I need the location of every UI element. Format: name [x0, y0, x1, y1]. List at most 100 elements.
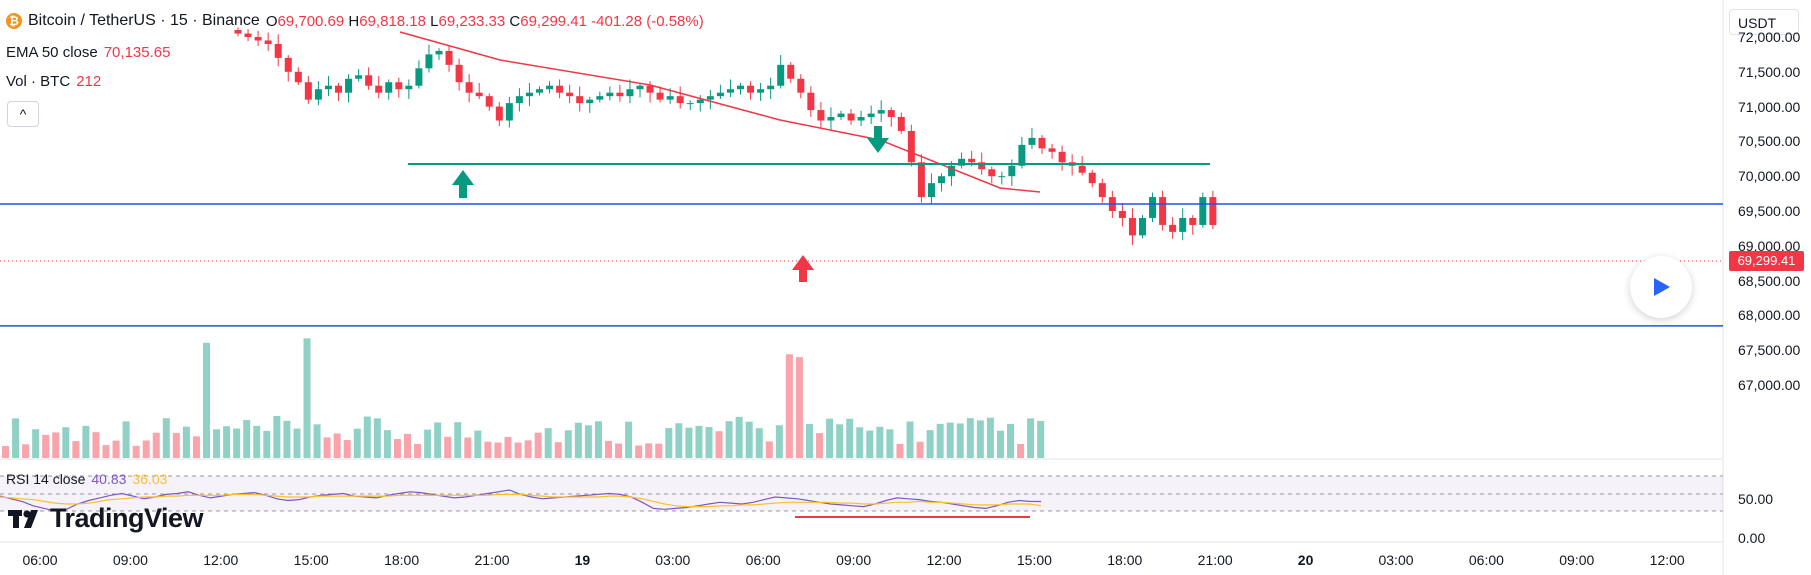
candle-body [536, 89, 543, 93]
time-axis-label: 15:00 [293, 552, 329, 568]
rsi-label: RSI 14 close [6, 471, 86, 487]
volume-bar [12, 418, 20, 458]
candle-body [254, 37, 262, 41]
volume-value: 212 [76, 73, 102, 90]
volume-bar [404, 433, 411, 458]
candle-body [797, 78, 805, 93]
volume-bar [695, 425, 703, 458]
volume-bar [303, 338, 311, 458]
tradingview-logo[interactable]: TradingView [8, 503, 204, 534]
volume-bar [735, 416, 743, 458]
volume-bar [72, 441, 80, 458]
volume-bar [574, 422, 582, 458]
candle-body [666, 96, 674, 100]
volume-bar [514, 442, 522, 458]
volume-bar [494, 442, 502, 458]
volume-bar [414, 444, 422, 458]
price-axis-label: 71,000.00 [1738, 98, 1801, 115]
price-axis-label: 67,500.00 [1738, 342, 1801, 359]
price-axis-label: 71,500.00 [1738, 63, 1801, 80]
volume-bar [353, 428, 361, 458]
volume-bar [705, 427, 713, 458]
candle-body [405, 85, 413, 90]
candle-body [716, 92, 724, 97]
candle-body [616, 92, 624, 97]
candle-body [837, 113, 845, 118]
time-axis-label: 09:00 [836, 552, 872, 568]
price-axis-label: 70,000.00 [1738, 168, 1801, 185]
volume-bar [715, 431, 723, 458]
candle-body [1098, 183, 1106, 198]
volume-bar [655, 443, 663, 458]
candle-body [274, 43, 282, 58]
candle-body [1199, 197, 1207, 225]
volume-bar [323, 437, 331, 458]
volume-bar [42, 434, 50, 458]
volume-bar [966, 418, 974, 458]
open-value: 69,700.69 [277, 12, 345, 30]
volume-bar [474, 430, 482, 458]
volume-bars [2, 338, 1045, 458]
symbol-title[interactable]: Bitcoin / TetherUS · 15 · Binance [28, 12, 260, 29]
candle-body [455, 64, 463, 83]
overlays [0, 31, 1723, 327]
rsi-axis-label: 50.00 [1738, 491, 1774, 507]
ohlc-values: O69,700.69 H69,818.18 L69,233.33 C69,299… [265, 12, 704, 30]
symbol-legend[interactable]: ₿ Bitcoin / TetherUS · 15 · Binance O69,… [6, 12, 704, 30]
candle-body [355, 75, 363, 79]
volume-bar [544, 428, 552, 458]
time-axis-label: 09:00 [1559, 552, 1595, 568]
collapse-legend-button[interactable]: ^ [7, 101, 39, 127]
volume-bar [594, 421, 602, 458]
candle-body [726, 89, 734, 93]
volume-bar [675, 423, 683, 458]
candle-body [867, 113, 875, 118]
volume-bar [836, 424, 844, 458]
candle-body [737, 85, 744, 90]
price-axis-label: 69,000.00 [1738, 237, 1801, 254]
candle-body [706, 96, 714, 100]
candle-body [304, 82, 312, 100]
currency-selector[interactable]: USDT [1729, 9, 1799, 35]
volume-legend[interactable]: Vol · BTC 212 [6, 73, 101, 90]
time-axis-label: 09:00 [112, 552, 148, 568]
replay-play-button[interactable] [1630, 256, 1692, 318]
volume-bar [22, 444, 30, 458]
candle-body [696, 99, 704, 104]
volume-bar [1037, 420, 1045, 458]
volume-bar [876, 426, 884, 458]
candle-body [385, 82, 393, 93]
candle-body [556, 85, 564, 93]
volume-bar [393, 439, 401, 458]
candle-body [686, 103, 694, 105]
logo-text: TradingView [50, 503, 204, 533]
rsi-axis-label: 0.00 [1738, 530, 1766, 546]
chevron-up-icon: ^ [19, 106, 27, 122]
change-value: -401.28 (-0.58%) [591, 12, 704, 30]
candle-body [435, 50, 443, 55]
rsi-ma-value: 36.03 [132, 471, 168, 487]
volume-bar [62, 427, 70, 458]
volume-bar [132, 445, 140, 458]
candle-body [938, 176, 945, 184]
volume-bar [866, 430, 874, 458]
candlesticks [234, 27, 1217, 246]
candle-body [1018, 144, 1026, 166]
candle-body [576, 96, 584, 104]
volume-bar [745, 421, 753, 458]
candle-body [777, 64, 785, 86]
volume-bar [444, 436, 452, 458]
volume-bar [192, 436, 200, 458]
volume-bar [484, 441, 492, 458]
candle-body [1139, 217, 1146, 236]
candle-body [586, 99, 594, 104]
candle-body [1058, 151, 1066, 163]
rsi-legend[interactable]: RSI 14 close 40.83 36.03 [6, 471, 167, 487]
candle-body [284, 57, 292, 72]
ema-legend[interactable]: EMA 50 close 70,135.65 [6, 44, 170, 61]
volume-bar [956, 423, 964, 458]
time-axis-label: 18:00 [1107, 552, 1143, 568]
volume-bar [233, 428, 241, 458]
candle-body [747, 85, 755, 93]
